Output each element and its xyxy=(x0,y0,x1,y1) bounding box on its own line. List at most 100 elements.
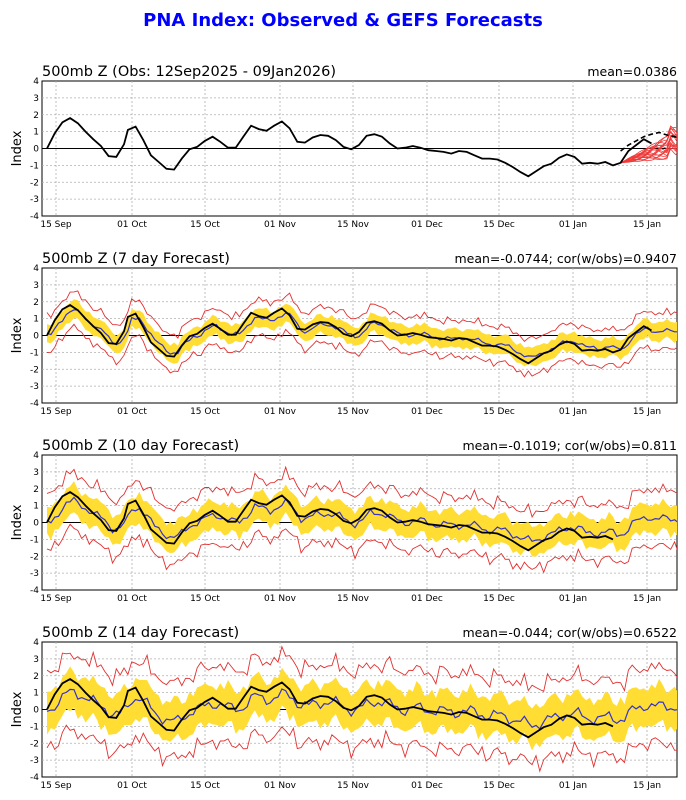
y-tick-label: 4 xyxy=(33,451,39,461)
y-tick-label: -1 xyxy=(30,161,39,171)
chart-panel: 4 3 2 1 0 -1 -2 -3 -415 Sep 01 Oct 15 Oct 01 Nov 15 … xyxy=(10,438,678,604)
x-tick-label: 15 Nov xyxy=(337,781,370,791)
x-tick-label: 15 Nov xyxy=(337,407,370,417)
x-tick-label: 01 Oct xyxy=(117,407,147,417)
x-tick-label: 15 Jan xyxy=(633,781,661,791)
panel-title: 500mb Z (Obs: 12Sep2025 - 09Jan2026) xyxy=(42,64,336,80)
y-tick-label: 2 xyxy=(33,111,39,121)
x-tick-label: 15 Nov xyxy=(337,594,370,604)
x-tick-label: 01 Jan xyxy=(559,594,587,604)
observed-line xyxy=(46,117,652,178)
chart-panel: 4 3 2 1 0 -1 -2 -3 -415 Sep 01 Oct 15 Oct 01 Nov 15 … xyxy=(10,625,678,791)
x-tick-label: 15 Sep xyxy=(40,220,72,230)
x-tick-label: 01 Oct xyxy=(117,220,147,230)
y-axis-label: Index xyxy=(10,504,25,540)
forecast-min-line xyxy=(46,724,677,773)
ensemble-mean-line xyxy=(620,131,677,152)
y-tick-label: -2 xyxy=(30,739,39,749)
forecast-spread-band xyxy=(47,481,677,557)
y-tick-label: 2 xyxy=(33,298,39,308)
y-tick-label: -3 xyxy=(30,756,39,766)
ensemble-member-line xyxy=(620,138,677,164)
y-tick-label: -1 xyxy=(30,348,39,358)
x-tick-label: 01 Dec xyxy=(411,594,443,604)
y-tick-label: -2 xyxy=(30,178,39,188)
x-tick-label: 15 Dec xyxy=(483,594,515,604)
x-tick-label: 01 Nov xyxy=(264,407,297,417)
y-tick-label: -3 xyxy=(30,382,39,392)
ensemble-member-line xyxy=(620,131,677,164)
x-tick-label: 01 Dec xyxy=(411,407,443,417)
x-tick-label: 01 Jan xyxy=(559,407,587,417)
panel-title: 500mb Z (10 day Forecast) xyxy=(42,438,239,454)
x-tick-label: 01 Oct xyxy=(117,594,147,604)
x-tick-label: 01 Nov xyxy=(264,781,297,791)
ensemble-member-line xyxy=(620,134,677,164)
x-tick-label: 01 Nov xyxy=(264,220,297,230)
x-tick-label: 01 Nov xyxy=(264,594,297,604)
x-tick-label: 01 Jan xyxy=(559,781,587,791)
observed-line xyxy=(46,304,652,365)
ensemble-member-line xyxy=(620,145,677,164)
y-tick-label: 0 xyxy=(33,706,39,716)
page-title: PNA Index: Observed & GEFS Forecasts xyxy=(143,10,543,31)
y-tick-label: 1 xyxy=(33,128,39,138)
y-tick-label: 2 xyxy=(33,672,39,682)
x-tick-label: 15 Dec xyxy=(483,220,515,230)
forecast-spread-band xyxy=(47,666,677,751)
x-tick-label: 15 Jan xyxy=(633,407,661,417)
panel-stats: mean=-0.1019; cor(w/obs)=0.811 xyxy=(462,438,677,453)
y-tick-label: -1 xyxy=(30,535,39,545)
x-tick-label: 15 Oct xyxy=(190,781,220,791)
y-tick-label: 3 xyxy=(33,468,39,478)
y-tick-label: -4 xyxy=(30,399,39,409)
y-tick-label: -1 xyxy=(30,722,39,732)
panel-stats: mean=-0.0744; cor(w/obs)=0.9407 xyxy=(454,251,677,266)
panel-title: 500mb Z (7 day Forecast) xyxy=(42,251,230,267)
y-tick-label: -3 xyxy=(30,195,39,205)
y-tick-label: 0 xyxy=(33,145,39,155)
forecast-max-line xyxy=(46,290,677,343)
x-tick-label: 15 Oct xyxy=(190,594,220,604)
y-axis-label: Index xyxy=(10,130,25,166)
x-tick-label: 15 Oct xyxy=(190,220,220,230)
panel-title: 500mb Z (14 day Forecast) xyxy=(42,625,239,641)
y-tick-label: 0 xyxy=(33,332,39,342)
y-axis-label: Index xyxy=(10,317,25,353)
x-tick-label: 15 Sep xyxy=(40,594,72,604)
y-axis-label: Index xyxy=(10,691,25,727)
y-tick-label: 3 xyxy=(33,281,39,291)
y-tick-label: 0 xyxy=(33,519,39,529)
y-tick-label: -4 xyxy=(30,773,39,783)
ensemble-member-line xyxy=(620,127,677,164)
x-tick-label: 15 Nov xyxy=(337,220,370,230)
forecast-max-line xyxy=(46,465,677,518)
y-tick-label: -3 xyxy=(30,569,39,579)
x-tick-label: 15 Oct xyxy=(190,407,220,417)
observed-line xyxy=(46,678,614,739)
y-tick-label: 3 xyxy=(33,94,39,104)
y-tick-label: -4 xyxy=(30,212,39,222)
ensemble-member-line xyxy=(620,144,677,164)
y-tick-label: 2 xyxy=(33,485,39,495)
x-tick-label: 01 Jan xyxy=(559,220,587,230)
forecast-min-line xyxy=(46,323,677,378)
y-tick-label: 1 xyxy=(33,689,39,699)
observed-line xyxy=(46,491,614,552)
ensemble-member-line xyxy=(620,143,677,164)
y-tick-label: -4 xyxy=(30,586,39,596)
x-tick-label: 15 Dec xyxy=(483,781,515,791)
forecast-min-line xyxy=(46,523,677,574)
x-tick-label: 01 Dec xyxy=(411,781,443,791)
x-tick-label: 15 Jan xyxy=(633,220,661,230)
panel-stats: mean=0.0386 xyxy=(587,64,677,79)
y-tick-label: 3 xyxy=(33,655,39,665)
x-tick-label: 01 Dec xyxy=(411,220,443,230)
forecast-mean-line xyxy=(46,309,677,358)
y-tick-label: 4 xyxy=(33,77,39,87)
y-tick-label: 4 xyxy=(33,638,39,648)
chart-panel: 4 3 2 1 0 -1 -2 -3 -415 Sep 01 Oct 15 Oct 01 Nov 15 … xyxy=(10,64,678,230)
panel-stats: mean=-0.044; cor(w/obs)=0.6522 xyxy=(462,625,677,640)
x-tick-label: 15 Sep xyxy=(40,407,72,417)
